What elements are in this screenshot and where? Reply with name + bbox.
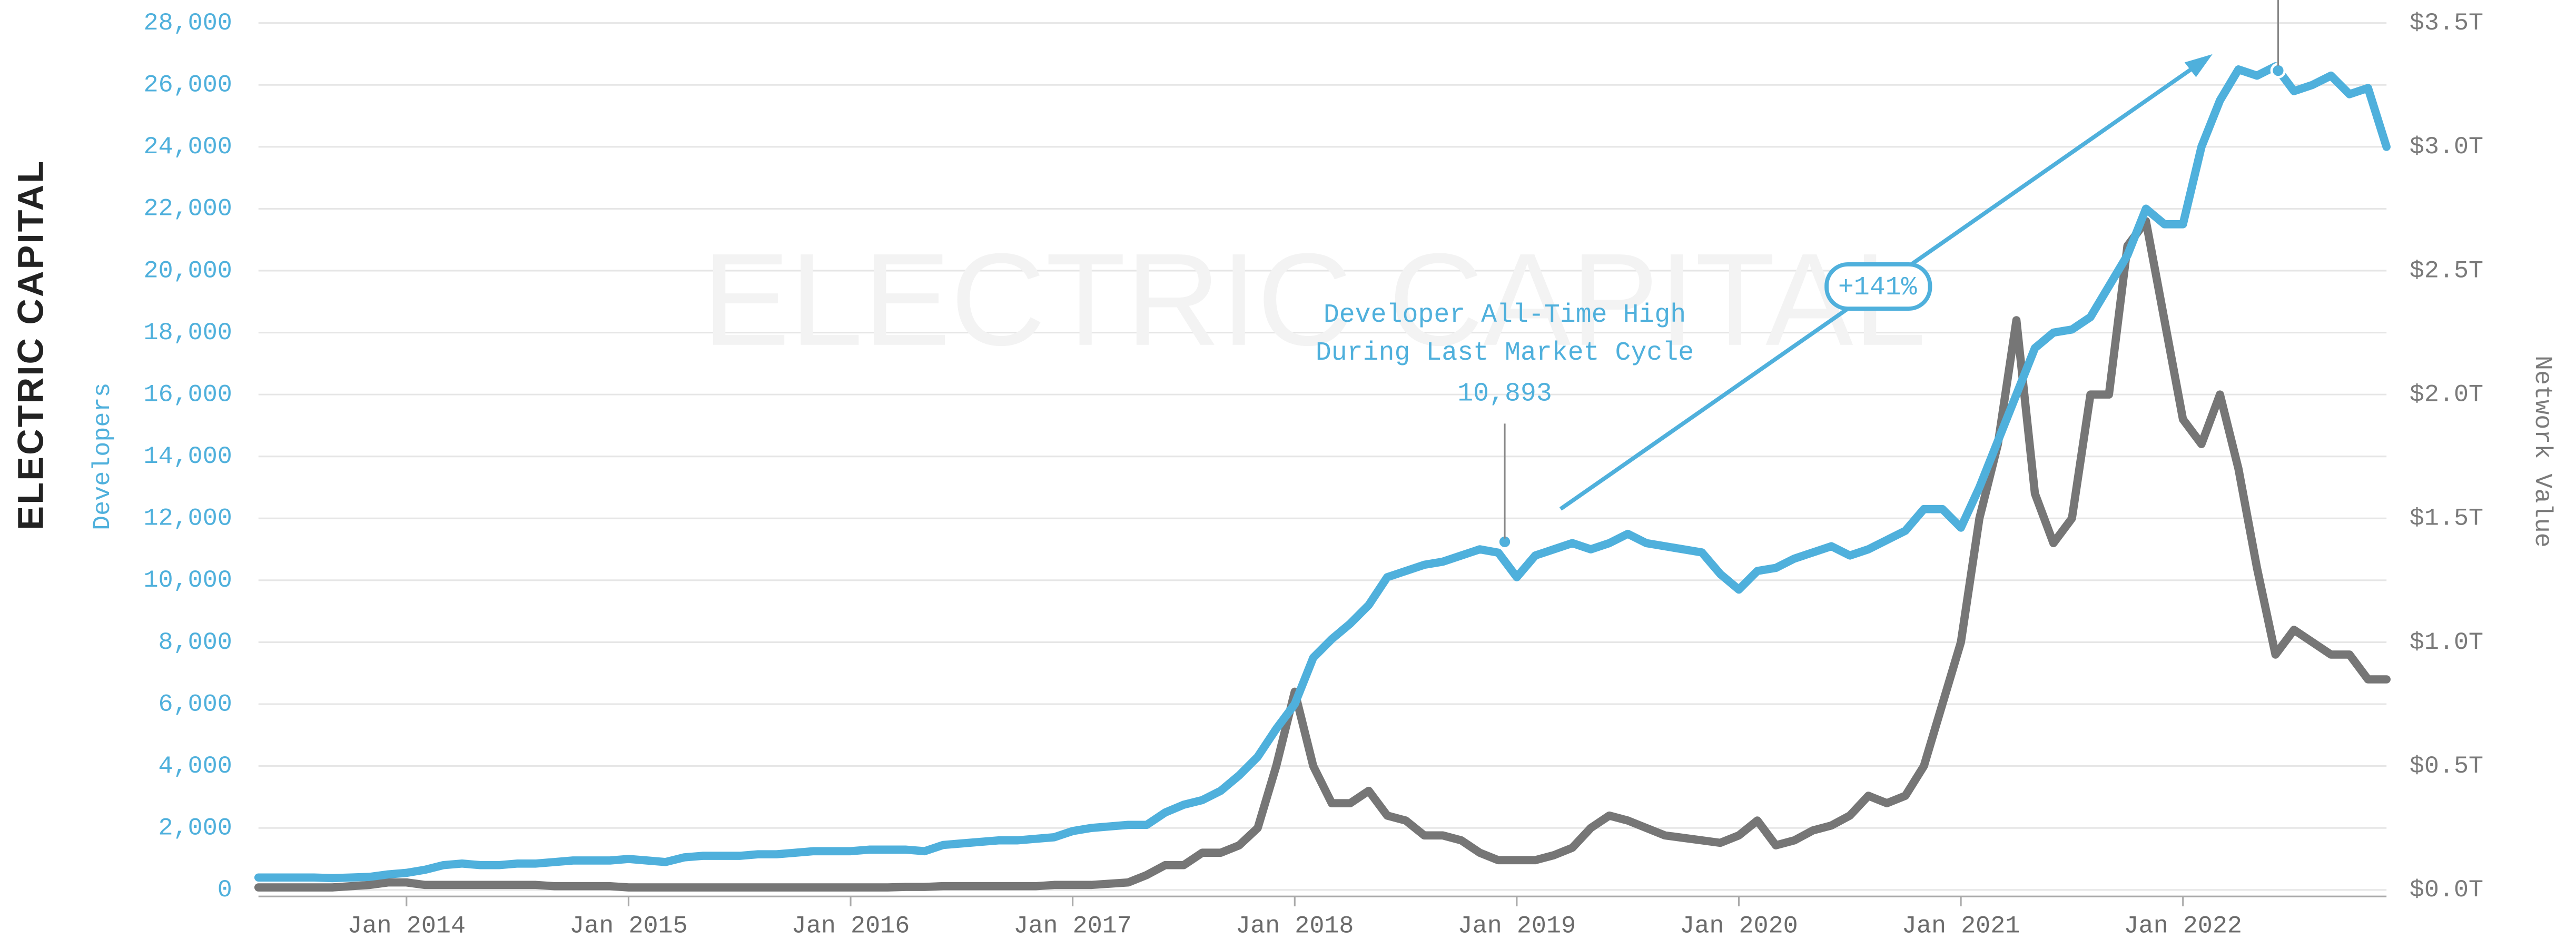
logo: ELECTRIC CAPITAL (11, 160, 51, 530)
y-axis-label: Developers (89, 382, 117, 530)
x-tick-label: Jan 2021 (1902, 913, 2020, 941)
y-tick-label: 10,000 (144, 567, 232, 595)
y-tick-label: 14,000 (144, 443, 232, 471)
y-tick-label: 6,000 (159, 690, 232, 718)
y-tick-label: 12,000 (144, 505, 232, 533)
y2-tick-label: $1.0T (2410, 629, 2483, 657)
annotation-line: During Last Market Cycle (1316, 338, 1694, 368)
y2-tick-label: $1.5T (2410, 505, 2483, 533)
x-tick-label: Jan 2020 (1680, 913, 1798, 941)
x-tick-label: Jan 2017 (1013, 913, 1131, 941)
y2-tick-label: $2.5T (2410, 257, 2483, 285)
y-tick-label: 22,000 (144, 195, 232, 223)
y2-tick-label: $0.0T (2410, 876, 2483, 904)
y-tick-label: 20,000 (144, 257, 232, 285)
y-tick-label: 8,000 (159, 629, 232, 657)
y2-tick-label: $3.5T (2410, 9, 2483, 37)
x-tick-label: Jan 2018 (1236, 913, 1354, 941)
annotation-box (1824, 262, 1932, 311)
x-tick-label: Jan 2022 (2124, 913, 2242, 941)
annotation-line: Developer All-Time High (1324, 300, 1686, 330)
series-line (254, 62, 2391, 883)
y2-tick-label: $3.0T (2410, 133, 2483, 161)
y-tick-label: 28,000 (144, 9, 232, 37)
y-tick-label: 24,000 (144, 133, 232, 161)
watermark: ELECTRIC CAPITAL (703, 226, 1927, 373)
series-line (254, 217, 2391, 892)
y2-axis-label: Network Value (2528, 355, 2556, 548)
y-tick-label: 2,000 (159, 815, 232, 843)
plot: 0 2,000 4,000 6,000 8,000 10,000 12,000 14,000 1… (144, 9, 2484, 941)
x-tick-label: Jan 2016 (792, 913, 910, 941)
annotation-value: 10,893 (1457, 379, 1552, 409)
annotation-change: +141% (1838, 272, 1917, 302)
y2-tick-label: $0.5T (2410, 753, 2483, 780)
annotation-dot (2270, 63, 2286, 78)
arrow-head (2184, 54, 2213, 77)
y-tick-label: 0 (218, 876, 232, 904)
x-tick-label: Jan 2015 (569, 913, 687, 941)
x-tick-label: Jan 2014 (348, 913, 466, 941)
y-tick-label: 18,000 (144, 319, 232, 347)
y-tick-label: 26,000 (144, 72, 232, 100)
y-tick-label: 4,000 (159, 753, 232, 780)
y-tick-label: 16,000 (144, 381, 232, 409)
y2-tick-label: $2.0T (2410, 381, 2483, 409)
x-tick-label: Jan 2019 (1458, 913, 1576, 941)
